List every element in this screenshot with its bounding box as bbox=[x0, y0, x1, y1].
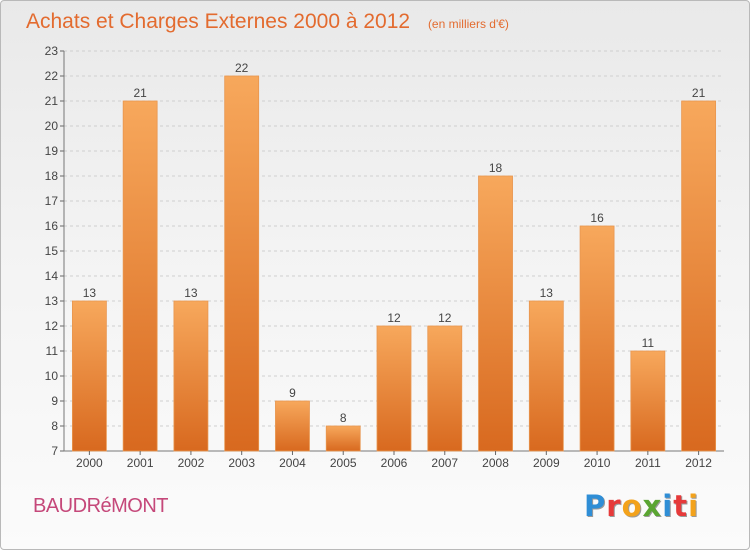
data-label-2005: 8 bbox=[340, 411, 347, 425]
y-tick-label: 10 bbox=[45, 369, 59, 383]
y-tick-label: 7 bbox=[51, 444, 58, 458]
logo-letter: x bbox=[642, 489, 663, 523]
proxiti-logo: Proxiti bbox=[584, 489, 699, 523]
bar-2009 bbox=[528, 300, 564, 452]
x-tick-label-2003: 2003 bbox=[228, 456, 255, 470]
data-label-2004: 9 bbox=[289, 386, 296, 400]
bar-2006 bbox=[376, 325, 412, 452]
data-label-2006: 12 bbox=[387, 311, 401, 325]
y-tick-label: 17 bbox=[45, 194, 59, 208]
bar-2008 bbox=[478, 175, 513, 452]
data-label-2012: 21 bbox=[692, 86, 706, 100]
x-tick-label-2007: 2007 bbox=[431, 456, 458, 470]
logo-letter: P bbox=[584, 489, 607, 523]
y-tick-label: 13 bbox=[45, 294, 59, 308]
y-tick-label: 23 bbox=[45, 44, 59, 58]
x-tick-label-2000: 2000 bbox=[76, 456, 103, 470]
data-label-2007: 12 bbox=[438, 311, 452, 325]
chart-title-main: Achats et Charges Externes 2000 à 2012 bbox=[26, 10, 410, 33]
x-tick-label-2009: 2009 bbox=[533, 456, 560, 470]
y-tick-label: 16 bbox=[45, 219, 59, 233]
bar-2012 bbox=[681, 100, 717, 452]
x-tick-label-2008: 2008 bbox=[482, 456, 509, 470]
x-tick-label-2011: 2011 bbox=[635, 456, 661, 470]
data-label-2001: 21 bbox=[133, 86, 147, 100]
y-tick-label: 19 bbox=[45, 144, 59, 158]
data-label-2010: 16 bbox=[590, 211, 604, 225]
data-label-2009: 13 bbox=[540, 286, 554, 300]
x-tick-label-2002: 2002 bbox=[178, 456, 205, 470]
x-tick-label-2004: 2004 bbox=[279, 456, 306, 470]
y-tick-label: 15 bbox=[45, 244, 59, 258]
data-label-2003: 22 bbox=[235, 61, 249, 75]
x-tick-label-2006: 2006 bbox=[381, 456, 408, 470]
data-labels: 13 21 13 22 9 8 12 12 18 13 16 11 21 bbox=[83, 61, 706, 425]
bar-2010 bbox=[579, 225, 615, 452]
chart-subtitle: (en milliers d'€) bbox=[428, 17, 509, 31]
logo-letter: t bbox=[673, 489, 689, 523]
logo-letter: i bbox=[688, 489, 700, 523]
bar-2000 bbox=[71, 300, 107, 452]
y-tick-label: 18 bbox=[45, 169, 59, 183]
y-tick-label: 22 bbox=[45, 69, 59, 83]
logo-letter: i bbox=[662, 489, 674, 523]
bar-2007 bbox=[427, 325, 463, 452]
y-tick-label: 8 bbox=[51, 419, 58, 433]
chart-title: Achats et Charges Externes 2000 à 2012 (… bbox=[26, 10, 509, 33]
data-label-2011: 11 bbox=[642, 336, 655, 350]
commune-name: BAUDRéMONT bbox=[33, 495, 169, 517]
y-tick-label: 14 bbox=[45, 269, 59, 283]
y-tick-label: 11 bbox=[46, 344, 59, 358]
x-tick-label-2012: 2012 bbox=[685, 456, 712, 470]
bar-2003 bbox=[224, 75, 260, 452]
y-tick-label: 21 bbox=[45, 94, 59, 108]
bar-2005 bbox=[325, 425, 361, 452]
y-tick-labels: 7 8 9 10 11 12 13 14 15 16 17 18 19 20 21 22 23 bbox=[45, 44, 59, 458]
x-tick-label-2001: 2001 bbox=[127, 456, 154, 470]
logo-letter: o bbox=[621, 489, 643, 523]
bars bbox=[71, 75, 717, 452]
bar-2001 bbox=[122, 100, 158, 452]
x-tick-label-2010: 2010 bbox=[584, 456, 611, 470]
y-tick-label: 12 bbox=[45, 319, 59, 333]
data-label-2000: 13 bbox=[83, 286, 97, 300]
bar-2011 bbox=[630, 350, 666, 452]
x-tick-labels: 2000 2001 2002 2003 2004 2005 2006 2007 2008 2009… bbox=[76, 451, 712, 470]
bar-2004 bbox=[275, 400, 310, 452]
x-tick-label-2005: 2005 bbox=[330, 456, 357, 470]
y-tick-label: 9 bbox=[51, 394, 58, 408]
data-label-2008: 18 bbox=[489, 161, 503, 175]
y-tick-label: 20 bbox=[45, 119, 59, 133]
bar-2002 bbox=[173, 300, 209, 452]
data-label-2002: 13 bbox=[184, 286, 198, 300]
logo-letter: r bbox=[606, 489, 622, 523]
